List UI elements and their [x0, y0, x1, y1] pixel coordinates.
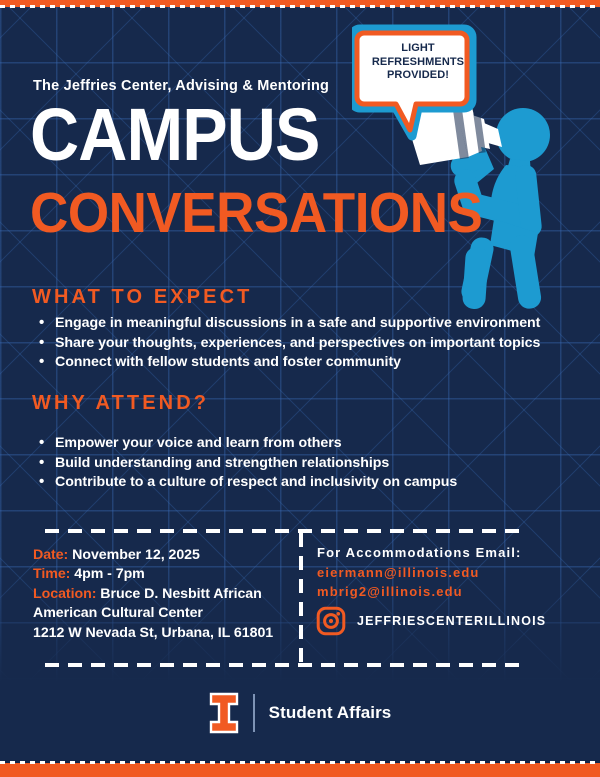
details-box-top-border — [45, 529, 523, 533]
badge-text: LIGHT REFRESHMENTS PROVIDED! — [370, 42, 466, 83]
event-address: 1212 W Nevada St, Urbana, IL 61801 — [33, 624, 274, 641]
bottom-orange-bar — [0, 763, 600, 777]
top-orange-bar — [0, 0, 600, 7]
list-item: Build understanding and strengthen relat… — [38, 453, 457, 474]
what-to-expect-list: Engage in meaningful discussions in a sa… — [38, 313, 540, 373]
section-heading-why-attend: WHY ATTEND? — [32, 392, 210, 414]
section-heading-what-to-expect: WHAT TO EXPECT — [32, 286, 253, 308]
time-value: 4pm - 7pm — [74, 566, 145, 583]
accommodations-email-1[interactable]: eiermann@illinois.edu — [317, 564, 480, 580]
top-dashed-line — [0, 5, 600, 8]
badge-line-1: LIGHT — [401, 42, 435, 54]
date-value: November 12, 2025 — [72, 547, 200, 563]
location-label: Location: — [33, 585, 97, 602]
list-item: Empower your voice and learn from others — [38, 433, 457, 454]
badge-line-3: PROVIDED! — [386, 69, 450, 81]
light-refreshments-badge — [347, 24, 482, 147]
list-item: Connect with fellow students and foster … — [38, 352, 540, 373]
list-item: Contribute to a culture of respect and i… — [38, 472, 457, 493]
organization-line: The Jeffries Center, Advising & Mentorin… — [33, 78, 330, 94]
list-item: Engage in meaningful discussions in a sa… — [38, 313, 540, 334]
accommodations-email-2[interactable]: mbrig2@illinois.edu — [317, 584, 463, 599]
location-value: Bruce D. Nesbitt African — [100, 585, 262, 602]
event-time-row: Time: 4pm - 7pm — [33, 565, 273, 584]
footer-unit-name: Student Affairs — [268, 703, 392, 722]
instagram-row[interactable]: JEFFRIESCENTERILLINOIS — [316, 606, 546, 636]
time-label: Time: — [33, 566, 71, 583]
date-label: Date: — [33, 547, 69, 563]
bottom-dashed-line — [0, 761, 600, 764]
details-box-bottom-border — [45, 663, 523, 667]
title-line-2: CONVERSATIONS — [30, 181, 483, 245]
title-line-1: CAMPUS — [30, 93, 320, 176]
event-location-row: Location: Bruce D. Nesbitt African — [33, 585, 273, 604]
details-box-divider — [299, 533, 303, 665]
footer-logo-lockup: Student Affairs — [0, 692, 600, 734]
event-details: Date: November 12, 2025 Time: 4pm - 7pm … — [33, 546, 273, 643]
location-line-2: American Cultural Center — [33, 605, 203, 622]
accommodations-heading: For Accommodations Email: — [317, 545, 522, 560]
badge-line-2: REFRESHMENTS — [371, 55, 465, 68]
instagram-handle[interactable]: JEFFRIESCENTERILLINOIS — [357, 614, 547, 628]
illinois-block-i-logo — [209, 692, 238, 734]
instagram-icon[interactable] — [316, 606, 346, 636]
list-item: Share your thoughts, experiences, and pe… — [38, 333, 540, 354]
why-attend-list: Empower your voice and learn from others… — [38, 433, 457, 493]
logo-divider — [252, 694, 255, 732]
event-date-row: Date: November 12, 2025 — [33, 546, 273, 565]
accommodations-block: For Accommodations Email: eiermann@illin… — [317, 543, 522, 602]
